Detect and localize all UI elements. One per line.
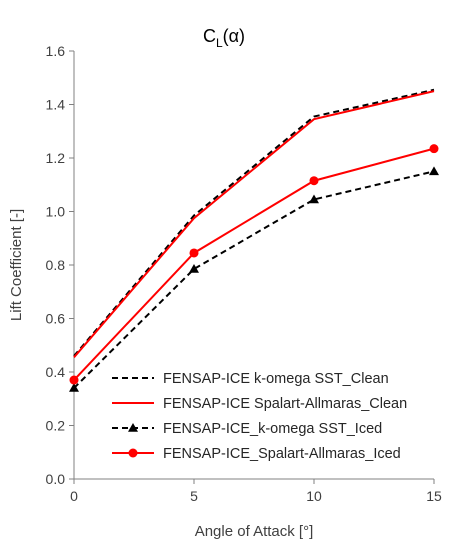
- legend: FENSAP-ICE k-omega SST_Clean FENSAP-ICE S…: [112, 371, 407, 462]
- data-point: [429, 144, 439, 154]
- y-tick-label: 1.0: [46, 204, 66, 220]
- y-axis-title: Lift Coefficient [-]: [8, 209, 25, 321]
- legend-label-1: FENSAP-ICE Spalart-Allmaras_Clean: [163, 396, 407, 412]
- y-tick-label: 0.6: [46, 311, 66, 327]
- x-tick-label: 5: [190, 488, 198, 504]
- chart-title: CL(α): [203, 26, 245, 50]
- legend-label-0: FENSAP-ICE k-omega SST_Clean: [163, 371, 389, 387]
- y-tick-label: 0.0: [46, 471, 66, 487]
- legend-label-3: FENSAP-ICE_Spalart-Allmaras_Iced: [163, 446, 401, 462]
- x-axis-title: Angle of Attack [°]: [195, 523, 314, 540]
- data-point: [309, 176, 319, 186]
- data-point: [69, 383, 79, 392]
- y-tick-label: 0.2: [46, 418, 66, 434]
- plot-area: 0.0 0.2 0.4 0.6 0.8 1.0 1.2 1.4 1.6 0 5 10 15: [46, 43, 442, 504]
- data-point: [189, 248, 199, 258]
- legend-marker-2: [128, 423, 138, 432]
- data-point: [429, 166, 439, 176]
- x-tick-label: 0: [70, 488, 78, 504]
- series-line-2: [73, 170, 435, 389]
- y-tick-label: 1.2: [46, 150, 66, 166]
- y-tick-label: 1.6: [46, 43, 66, 59]
- y-tick-label: 0.4: [46, 364, 66, 380]
- x-tick-label: 15: [426, 488, 442, 504]
- y-tick-label: 0.8: [46, 257, 66, 273]
- legend-label-2: FENSAP-ICE_k-omega SST_Iced: [163, 421, 382, 437]
- data-point: [189, 264, 199, 273]
- data-point: [69, 375, 79, 385]
- y-tick-label: 1.4: [46, 97, 66, 113]
- legend-marker-3: [128, 448, 138, 458]
- series-line-0: [73, 88, 435, 357]
- data-point: [309, 194, 319, 204]
- x-tick-label: 10: [306, 488, 322, 504]
- series-line-1: [73, 90, 435, 358]
- series-line-3: [73, 147, 435, 381]
